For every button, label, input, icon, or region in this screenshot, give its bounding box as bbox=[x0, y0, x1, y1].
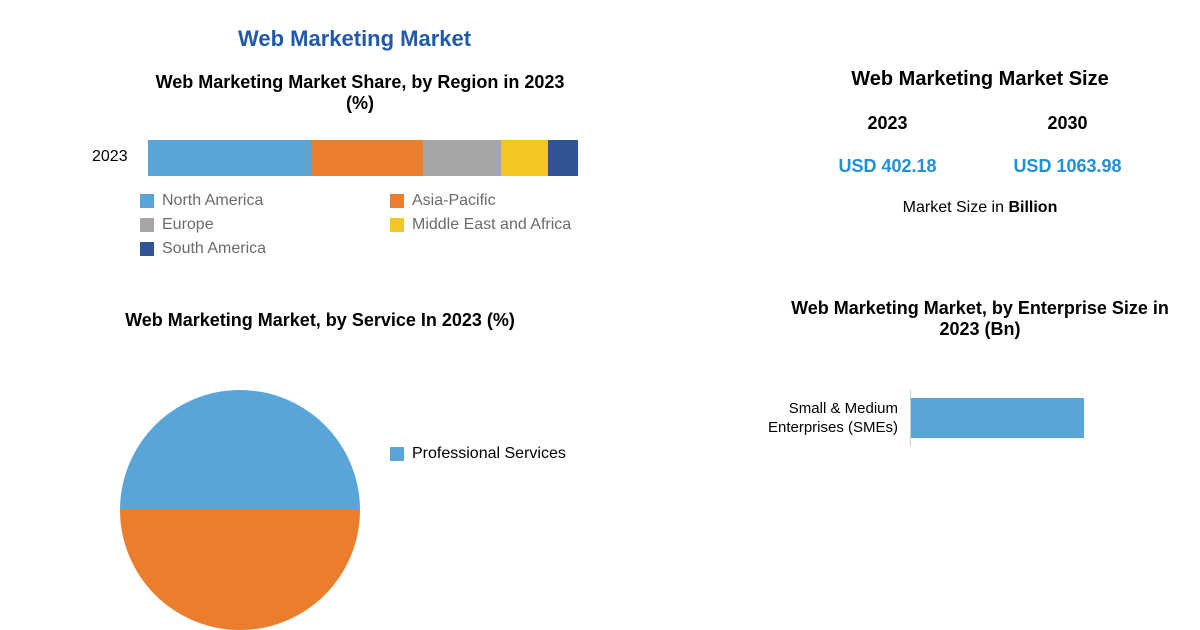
share-legend-label: Europe bbox=[162, 216, 214, 234]
market-size-col-2023: 2023 USD 402.18 bbox=[838, 113, 936, 177]
share-legend-swatch bbox=[140, 242, 154, 256]
share-legend-label: Middle East and Africa bbox=[412, 216, 571, 234]
share-legend-item-europe: Europe bbox=[140, 216, 390, 234]
pie-chart-title: Web Marketing Market, by Service In 2023… bbox=[120, 310, 520, 331]
market-size-title: Web Marketing Market Size bbox=[800, 68, 1160, 91]
enterprise-chart-title: Web Marketing Market, by Enterprise Size… bbox=[790, 298, 1170, 340]
share-chart-legend: North America Asia-Pacific Europe Middle Ea… bbox=[140, 192, 640, 258]
market-size-block: Web Marketing Market Size 2023 USD 402.1… bbox=[800, 68, 1160, 217]
market-size-col-2030: 2030 USD 1063.98 bbox=[1013, 113, 1121, 177]
share-seg-asia-pacific bbox=[311, 140, 423, 176]
share-chart-title: Web Marketing Market Share, by Region in… bbox=[150, 72, 570, 114]
enterprise-chart-row: Small & Medium Enterprises (SMEs) bbox=[740, 390, 1180, 446]
share-chart-year-label: 2023 bbox=[92, 148, 128, 166]
market-size-year-0: 2023 bbox=[838, 113, 936, 134]
share-legend-swatch bbox=[140, 218, 154, 232]
share-seg-north-america bbox=[148, 140, 311, 176]
pie-chart bbox=[120, 390, 360, 630]
share-legend-swatch bbox=[390, 218, 404, 232]
share-stacked-bar bbox=[148, 140, 578, 176]
market-size-value-0: USD 402.18 bbox=[838, 156, 936, 177]
share-legend-swatch bbox=[140, 194, 154, 208]
market-size-year-1: 2030 bbox=[1013, 113, 1121, 134]
market-size-unit: Market Size in Billion bbox=[800, 199, 1160, 217]
market-size-value-1: USD 1063.98 bbox=[1013, 156, 1121, 177]
enterprise-bar-0 bbox=[911, 398, 1084, 438]
pie-legend-swatch-0 bbox=[390, 447, 404, 461]
enterprise-bar-label-0: Small & Medium Enterprises (SMEs) bbox=[740, 399, 910, 438]
market-size-columns: 2023 USD 402.18 2030 USD 1063.98 bbox=[800, 113, 1160, 177]
share-seg-middle-east-and-africa bbox=[501, 140, 548, 176]
pie-legend-label-0: Professional Services bbox=[412, 445, 566, 463]
share-legend-label: Asia-Pacific bbox=[412, 192, 496, 210]
share-legend-item-south-america: South America bbox=[140, 240, 390, 258]
pie-chart-legend: Professional Services bbox=[390, 445, 566, 463]
share-legend-swatch bbox=[390, 194, 404, 208]
pie-legend-item-0: Professional Services bbox=[390, 445, 566, 463]
share-legend-item-middle-east-and-africa: Middle East and Africa bbox=[390, 216, 640, 234]
share-legend-item-north-america: North America bbox=[140, 192, 390, 210]
share-seg-europe bbox=[423, 140, 500, 176]
share-legend-label: North America bbox=[162, 192, 263, 210]
page-title: Web Marketing Market bbox=[238, 26, 471, 52]
market-size-unit-bold: Billion bbox=[1008, 199, 1057, 216]
share-legend-label: South America bbox=[162, 240, 266, 258]
share-seg-south-america bbox=[548, 140, 578, 176]
share-legend-item-asia-pacific: Asia-Pacific bbox=[390, 192, 640, 210]
market-size-unit-prefix: Market Size in bbox=[903, 199, 1009, 216]
